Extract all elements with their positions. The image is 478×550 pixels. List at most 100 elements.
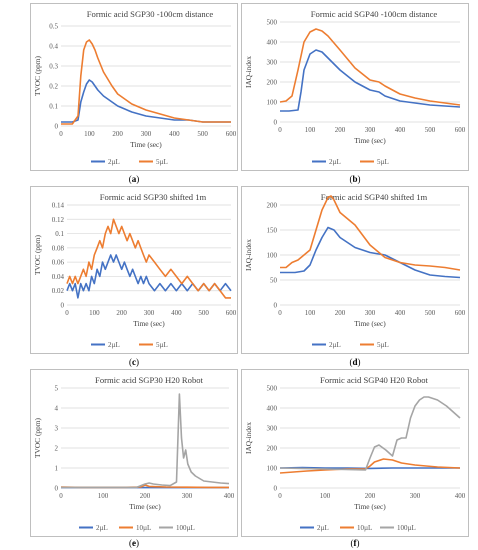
y-tick-label: 0.1 [49, 103, 58, 111]
x-tick-label: 300 [365, 309, 376, 317]
legend-label: 2µL [96, 524, 108, 532]
x-tick-label: 100 [89, 309, 100, 317]
chart-title: Formic acid SGP30 H20 Robot [95, 375, 204, 385]
x-tick-label: 200 [365, 492, 376, 500]
y-tick-label: 0.06 [52, 259, 65, 267]
x-tick-label: 500 [425, 309, 436, 317]
series-line-0 [280, 226, 461, 279]
legend-label: 10µL [136, 524, 151, 532]
series-line-1 [280, 195, 461, 271]
series-line-0 [61, 79, 231, 123]
chart-panel-0: Formic acid SGP30 -100cm distance 0 0.1 0.2… [30, 3, 238, 171]
y-tick-label: 0.12 [52, 216, 65, 224]
x-tick-label: 400 [171, 309, 182, 317]
y-tick-label: 0 [61, 302, 65, 310]
y-tick-label: 0.3 [49, 63, 58, 71]
x-tick-label: 0 [278, 492, 282, 500]
y-tick-label: 300 [267, 425, 278, 433]
chart-panel-4: Formic acid SGP30 H20 Robot 0 1 2 3 4 5 0 100 200… [30, 369, 238, 537]
y-tick-label: 0.5 [49, 23, 58, 31]
x-tick-label: 400 [395, 309, 406, 317]
series-line-2 [279, 396, 461, 471]
panel-label: (a) [128, 174, 140, 184]
legend-label: 100µL [176, 524, 195, 532]
x-tick-label: 300 [365, 126, 376, 134]
y-tick-label: 0 [55, 123, 59, 131]
x-tick-label: 400 [169, 130, 180, 138]
x-tick-label: 600 [226, 130, 237, 138]
x-axis-label: Time (sec) [354, 502, 386, 511]
y-tick-label: 0.08 [52, 244, 65, 252]
panel-label: (b) [349, 174, 361, 184]
y-tick-label: 500 [267, 19, 278, 27]
legend-label: 2µL [329, 158, 341, 166]
chart-panel-2: Formic acid SGP30 shifted 1m 0 0.02 0.04 0.0… [30, 186, 238, 354]
x-tick-label: 200 [116, 309, 127, 317]
y-tick-label: 400 [267, 405, 278, 413]
x-tick-label: 300 [144, 309, 155, 317]
chart-svg-4: Formic acid SGP30 H20 Robot 0 1 2 3 4 5 0 100 200… [33, 375, 235, 532]
y-tick-label: 1 [55, 465, 59, 473]
y-axis-label: IAQ-index [244, 56, 253, 88]
chart-title: Formic acid SGP30 shifted 1m [100, 192, 207, 202]
chart-svg-1: Formic acid SGP40 -100cm distance 0 100 200… [244, 9, 466, 166]
y-tick-label: 100 [267, 99, 278, 107]
y-tick-label: 200 [267, 79, 278, 87]
y-tick-label: 5 [55, 385, 59, 393]
x-tick-label: 200 [335, 309, 346, 317]
legend-label: 100µL [397, 524, 416, 532]
y-axis-label: IAQ-index [244, 239, 253, 271]
x-tick-label: 500 [197, 130, 208, 138]
x-tick-label: 100 [98, 492, 109, 500]
y-tick-label: 4 [55, 405, 59, 413]
x-axis-label: Time (sec) [133, 319, 165, 328]
chart-title: Formic acid SGP40 -100cm distance [311, 9, 438, 19]
panel-label: (e) [129, 538, 139, 548]
chart-title: Formic acid SGP30 -100cm distance [87, 9, 214, 19]
series-line-1 [279, 28, 461, 106]
chart-svg-0: Formic acid SGP30 -100cm distance 0 0.1 0.2… [33, 9, 237, 166]
y-tick-label: 0 [274, 485, 278, 493]
y-tick-label: 0.2 [49, 83, 58, 91]
legend-label: 2µL [108, 341, 120, 349]
chart-panel-5: Formic acid SGP40 H20 Robot 0 100 200 300 400… [241, 369, 469, 537]
legend-label: 2µL [317, 524, 329, 532]
series-line-0 [280, 49, 461, 112]
x-tick-label: 600 [455, 126, 466, 134]
y-tick-label: 200 [267, 202, 278, 210]
y-tick-label: 100 [267, 465, 278, 473]
series-line-0 [279, 466, 460, 470]
x-tick-label: 200 [140, 492, 151, 500]
y-tick-label: 0.1 [55, 230, 64, 238]
x-tick-label: 300 [410, 492, 421, 500]
x-axis-label: Time (sec) [354, 319, 386, 328]
y-axis-label: TVOC (ppm) [33, 417, 42, 458]
x-tick-label: 0 [278, 126, 282, 134]
chart-title: Formic acid SGP40 H20 Robot [320, 375, 429, 385]
legend-label: 2µL [329, 341, 341, 349]
y-tick-label: 50 [270, 277, 278, 285]
y-tick-label: 150 [267, 227, 278, 235]
y-axis-label: TVOC (ppm) [33, 55, 42, 96]
x-axis-label: Time (sec) [130, 140, 162, 149]
y-tick-label: 0.04 [52, 273, 65, 281]
y-tick-label: 200 [267, 445, 278, 453]
x-tick-label: 400 [395, 126, 406, 134]
x-tick-label: 0 [278, 309, 282, 317]
y-tick-label: 0 [55, 485, 59, 493]
y-tick-label: 300 [267, 59, 278, 67]
y-axis-label: TVOC (ppm) [33, 234, 42, 275]
chart-svg-3: Formic acid SGP40 shifted 1m 0 50 100 150 200… [244, 192, 466, 349]
y-axis-label: IAQ-index [244, 422, 253, 454]
y-tick-label: 100 [267, 252, 278, 260]
x-tick-label: 0 [59, 130, 63, 138]
y-tick-label: 0.02 [52, 287, 65, 295]
legend-label: 5µL [377, 341, 389, 349]
x-axis-label: Time (sec) [354, 136, 386, 145]
panel-label: (d) [349, 357, 361, 367]
chart-svg-5: Formic acid SGP40 H20 Robot 0 100 200 300 400… [244, 375, 466, 532]
x-tick-label: 100 [305, 309, 316, 317]
y-tick-label: 0 [274, 302, 278, 310]
panel-label: (c) [129, 357, 139, 367]
chart-panel-1: Formic acid SGP40 -100cm distance 0 100 200… [241, 3, 469, 171]
